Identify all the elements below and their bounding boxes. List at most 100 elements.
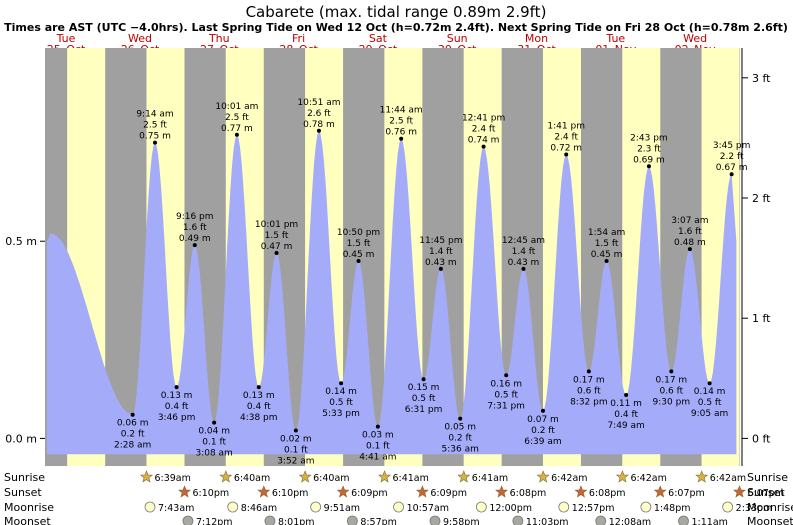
day-label-dow: Wed <box>128 32 152 45</box>
tide-ft-label: 0.1 ft <box>366 442 390 452</box>
day-label-dow: Sun <box>447 32 468 45</box>
tide-point <box>192 243 197 248</box>
tide-ft-label: 0.5 ft <box>329 398 353 408</box>
sunrise-star-icon <box>140 470 153 483</box>
moonrise-row-label-right: Moonrise <box>747 501 793 514</box>
tide-m-label: 0.03 m <box>362 431 394 441</box>
tide-m-label: 0.17 m <box>573 375 605 385</box>
sunrise-star-icon <box>536 470 550 483</box>
tide-time-label: 2:28 am <box>114 441 151 451</box>
tide-point <box>339 381 344 386</box>
tide-m-label: 0.11 m <box>610 399 642 409</box>
tide-time-label: 1:41 pm <box>547 121 585 131</box>
tide-time-label: 3:52 am <box>277 457 314 467</box>
moonrise-moon-icon <box>558 501 570 513</box>
moonset-time: 11:03pm <box>526 517 569 525</box>
tide-time-label: 3:08 am <box>195 449 232 459</box>
tide-m-label: 0.45 m <box>343 250 375 260</box>
tide-time-label: 6:31 pm <box>405 405 443 415</box>
tide-time-label: 10:01 pm <box>255 220 298 230</box>
left-axis-tick-label: 0.0 m <box>5 432 37 445</box>
sunset-time: 6:07pm <box>747 488 784 499</box>
tide-time-label: 7:49 am <box>607 421 644 431</box>
right-axis-tick-label: 2 ft <box>752 192 771 205</box>
tide-m-label: 0.14 m <box>325 387 357 397</box>
moonset-moon-icon <box>264 515 276 525</box>
tide-m-label: 0.77 m <box>221 124 253 134</box>
sunset-star-icon <box>574 485 588 498</box>
sunset-star-icon <box>495 485 509 498</box>
sunset-time: 6:10pm <box>272 488 309 499</box>
tide-ft-label: 2.6 ft <box>307 109 331 119</box>
day-label-dow: Thu <box>208 32 230 45</box>
tide-point <box>521 266 526 271</box>
moonset-row-label-left: Moonset <box>4 515 51 525</box>
sunrise-time: 6:39am <box>154 473 190 484</box>
tide-point <box>153 140 158 145</box>
tide-time-label: 3:45 pm <box>713 141 751 151</box>
tide-ft-label: 2.4 ft <box>472 125 496 135</box>
tide-m-label: 0.06 m <box>117 419 149 429</box>
tide-time-label: 10:51 am <box>297 98 340 108</box>
tide-m-label: 0.17 m <box>656 375 688 385</box>
tide-markers: 0.06 m0.2 ft2:28 am9:14 am2.5 ft0.75 m0.… <box>114 98 750 467</box>
moonrise-moon-icon <box>393 501 404 513</box>
tide-area <box>46 130 737 455</box>
tide-m-label: 0.04 m <box>198 427 230 437</box>
tide-m-label: 0.13 m <box>243 391 275 401</box>
tide-point <box>687 247 692 252</box>
moonset-moon-icon <box>595 515 607 525</box>
moonrise-time: 10:57am <box>407 503 449 514</box>
tide-time-label: 11:45 pm <box>419 236 462 246</box>
tide-ft-label: 0.1 ft <box>284 446 308 456</box>
tide-ft-label: 0.4 ft <box>614 410 638 420</box>
tide-m-label: 0.02 m <box>280 435 312 445</box>
tide-point <box>604 258 609 263</box>
tide-point <box>316 128 321 133</box>
sunset-star-icon <box>653 485 667 498</box>
tide-ft-label: 2.5 ft <box>143 121 167 131</box>
tide-point <box>586 369 591 374</box>
tide-ft-label: 0.5 ft <box>412 394 436 404</box>
tide-point <box>356 258 361 263</box>
tide-point <box>504 373 509 378</box>
tide-point <box>458 416 463 421</box>
moonrise-moon-icon <box>310 501 322 513</box>
sunrise-star-icon <box>457 470 471 483</box>
tide-time-label: 1:54 am <box>588 228 625 238</box>
sunrise-time: 6:42am <box>710 473 746 484</box>
chart-subtitle: Times are AST (UTC −4.0hrs). Last Spring… <box>4 21 788 34</box>
tide-point <box>212 420 217 425</box>
moonrise-time: 1:48pm <box>654 503 691 514</box>
tide-point <box>729 172 734 177</box>
tide-time-label: 9:05 am <box>691 409 728 419</box>
tide-m-label: 0.43 m <box>508 258 540 268</box>
day-label-dow: Tue <box>605 32 625 45</box>
moonset-row-label-right: Moonset <box>747 515 793 525</box>
tide-ft-label: 1.5 ft <box>265 231 289 241</box>
tide-ft-label: 2.2 ft <box>720 152 744 162</box>
sunrise-row-label-right: Sunrise <box>747 471 788 484</box>
tide-time-label: 11:44 am <box>380 106 423 116</box>
sunset-star-icon <box>257 485 271 498</box>
right-axis-tick-label: 1 ft <box>752 312 771 325</box>
tide-time-label: 8:32 pm <box>570 397 608 407</box>
day-label-dow: Sat <box>369 32 388 45</box>
tide-area-path <box>46 130 737 455</box>
tide-m-label: 0.43 m <box>425 258 457 268</box>
sunrise-time: 6:42am <box>551 473 587 484</box>
sunset-time: 6:09pm <box>351 488 388 499</box>
tide-m-label: 0.67 m <box>716 163 748 173</box>
tide-m-label: 0.14 m <box>694 387 726 397</box>
moonset-moon-icon <box>678 515 689 525</box>
moonrise-row-label-left: Moonrise <box>4 501 54 514</box>
sunset-time: 6:07pm <box>668 488 705 499</box>
sunset-star-icon <box>336 485 350 498</box>
tide-point <box>174 385 179 390</box>
moonset-time: 9:58pm <box>443 517 480 525</box>
sunrise-star-icon <box>615 470 629 483</box>
right-axis-tick-label: 3 ft <box>752 72 771 85</box>
tide-ft-label: 2.5 ft <box>389 117 413 127</box>
tide-time-label: 9:16 pm <box>176 212 214 222</box>
tide-point <box>481 144 486 149</box>
